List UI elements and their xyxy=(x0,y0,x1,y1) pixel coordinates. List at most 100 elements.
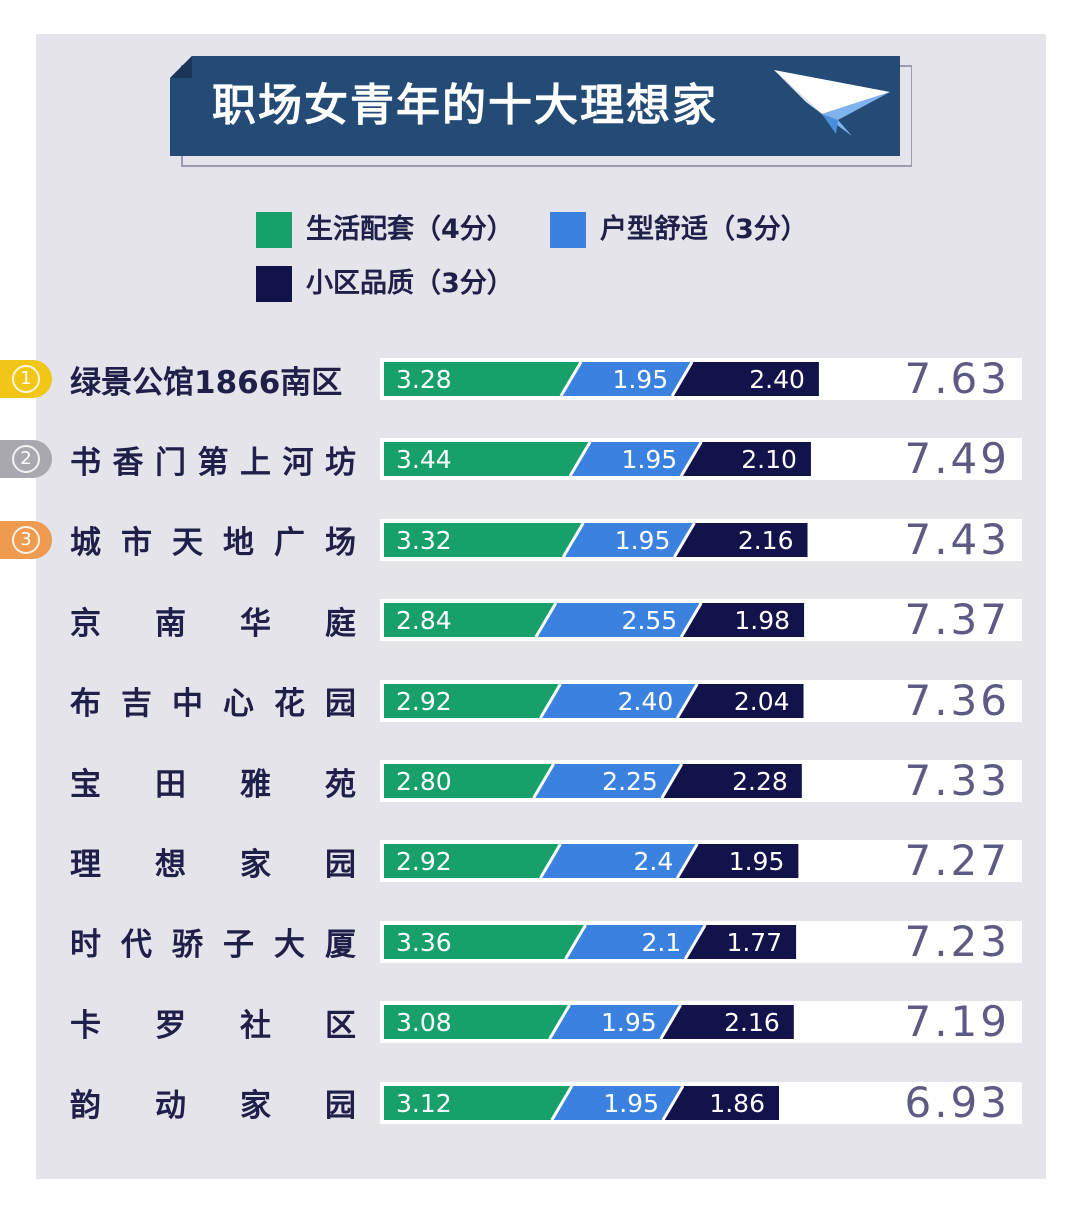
data-label-quality: 2.04 xyxy=(734,687,790,716)
data-label-living: 3.08 xyxy=(396,1008,452,1037)
segment-divider xyxy=(548,1004,571,1040)
category-label: 卡罗社区 xyxy=(70,1007,356,1044)
segment-divider xyxy=(673,522,696,558)
title-banner xyxy=(170,56,912,167)
segment-divider xyxy=(661,1084,685,1121)
data-label-living: 3.32 xyxy=(396,526,452,555)
bar-segment-layout xyxy=(540,844,698,879)
data-label-quality: 1.98 xyxy=(734,606,790,635)
bar-group: 2.84 2.55 1.98 xyxy=(384,602,805,638)
rank-number: 1 xyxy=(12,365,40,393)
legend-swatch-living xyxy=(256,212,292,248)
rank-badge: 2 xyxy=(0,440,52,479)
bar-segment-layout xyxy=(560,362,693,396)
data-label-quality: 1.95 xyxy=(729,847,785,876)
segment-divider xyxy=(561,522,585,558)
data-label-layout: 2.4 xyxy=(633,847,673,876)
rank-number: 2 xyxy=(12,445,40,474)
data-label-living: 2.80 xyxy=(396,767,452,796)
bar-segment-quality xyxy=(677,844,799,879)
data-label-quality: 1.86 xyxy=(709,1089,765,1118)
bar-segment-quality xyxy=(674,522,808,557)
data-label-living: 3.44 xyxy=(396,445,452,474)
total-score: 7.37 xyxy=(904,595,1010,645)
chart-row: 理想家园 2.92 2.4 1.95 7.27 xyxy=(0,836,1082,885)
bar-group: 2.80 2.25 2.28 xyxy=(384,763,802,799)
segment-divider xyxy=(534,602,558,638)
category-label: 宝田雅苑 xyxy=(70,766,356,803)
category-label: 布吉中心花园 xyxy=(70,686,356,723)
chart-row: 3 城市天地广场 3.32 1.95 2.16 7.43 xyxy=(0,515,1082,564)
category-label: 韵动家园 xyxy=(70,1088,356,1125)
data-label-layout: 1.95 xyxy=(601,1008,657,1037)
segment-divider xyxy=(675,843,699,880)
segment-divider xyxy=(675,682,699,719)
rank-number: 3 xyxy=(12,525,40,554)
data-label-layout: 1.95 xyxy=(622,445,678,474)
segment-divider xyxy=(559,361,583,397)
bar-segment-layout xyxy=(551,1085,683,1120)
bar-segment-living xyxy=(384,1005,570,1040)
rank-badge: 1 xyxy=(0,360,52,398)
bar-segment-quality xyxy=(681,442,811,477)
segment-divider xyxy=(539,843,562,880)
chart-row: 卡罗社区 3.08 1.95 2.16 7.19 xyxy=(0,997,1082,1046)
data-label-layout: 2.55 xyxy=(622,606,678,635)
data-label-layout: 1.95 xyxy=(612,365,668,394)
bar-segment-layout xyxy=(563,522,695,557)
bar-group: 3.44 1.95 2.10 xyxy=(384,441,811,478)
legend-label-living: 生活配套（4分） xyxy=(306,214,514,245)
bar-segment-layout xyxy=(540,683,698,718)
bar-segment-living xyxy=(384,362,581,396)
total-score: 7.36 xyxy=(904,675,1010,725)
total-score: 7.43 xyxy=(904,514,1010,564)
segment-divider xyxy=(564,924,587,960)
chart-row: 2 书香门第上河坊 3.44 1.95 2.10 7.49 xyxy=(0,434,1082,483)
category-label: 书香门第上河坊 xyxy=(70,444,356,481)
legend-label-quality: 小区品质（3分） xyxy=(306,268,514,299)
bar-segment-quality xyxy=(681,603,805,638)
chart-title: 职场女青年的十大理想家 xyxy=(212,80,718,131)
segment-divider xyxy=(679,441,703,478)
total-score: 7.23 xyxy=(904,916,1010,966)
chart-row: 韵动家园 3.12 1.95 1.86 6.93 xyxy=(0,1078,1082,1127)
legend-label-layout: 户型舒适（3分） xyxy=(600,214,808,245)
bar-segment-layout xyxy=(565,924,706,959)
bar-segment-living xyxy=(384,764,554,798)
total-score: 7.49 xyxy=(904,434,1010,484)
segment-divider xyxy=(670,361,694,397)
chart-row: 宝田雅苑 2.80 2.25 2.28 7.33 xyxy=(0,756,1082,805)
bar-segment-quality xyxy=(672,362,819,396)
bar-group: 2.92 2.40 2.04 xyxy=(384,682,804,719)
chart-row: 布吉中心花园 2.92 2.40 2.04 7.36 xyxy=(0,676,1082,725)
bar-segment-quality xyxy=(662,1085,780,1120)
bar-segment-layout xyxy=(570,442,702,477)
data-label-layout: 1.95 xyxy=(615,526,671,555)
bar-group: 2.92 2.4 1.95 xyxy=(384,843,799,880)
category-label: 城市天地广场 xyxy=(70,525,356,562)
category-label: 时代骄子大厦 xyxy=(70,927,356,964)
data-label-layout: 2.1 xyxy=(641,928,681,957)
data-label-quality: 2.40 xyxy=(749,365,805,394)
category-label: 理想家园 xyxy=(70,846,356,883)
segment-divider xyxy=(532,763,555,799)
category-label: 绿景公馆1866南区 xyxy=(70,364,343,401)
segment-divider xyxy=(568,441,592,478)
total-score: 7.33 xyxy=(904,756,1010,805)
legend-swatch-layout xyxy=(550,212,586,248)
data-label-living: 3.12 xyxy=(396,1089,452,1118)
data-label-quality: 2.16 xyxy=(724,1008,780,1037)
data-label-living: 2.92 xyxy=(396,847,452,876)
data-label-layout: 1.95 xyxy=(603,1089,659,1118)
bar-group: 3.28 1.95 2.40 xyxy=(384,361,819,397)
bar-segment-living xyxy=(384,1085,572,1120)
bar-segment-quality xyxy=(685,924,797,959)
legend-swatch-quality xyxy=(256,266,292,302)
data-label-quality: 1.77 xyxy=(726,928,782,957)
total-score: 7.27 xyxy=(904,836,1010,886)
bar-group: 3.08 1.95 2.16 xyxy=(384,1004,794,1040)
segment-divider xyxy=(659,1004,683,1040)
bar-segment-layout xyxy=(535,603,702,638)
data-label-layout: 2.25 xyxy=(602,767,658,796)
